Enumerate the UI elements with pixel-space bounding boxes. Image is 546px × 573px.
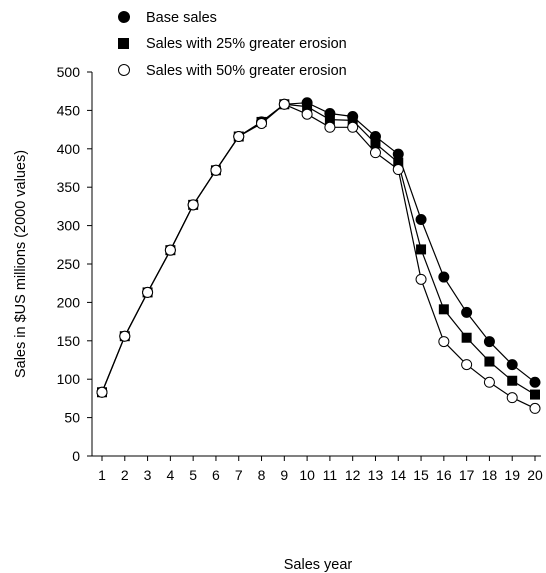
data-point-base-sales [415, 213, 427, 225]
x-tick-label: 16 [436, 467, 452, 483]
data-point-50pct-erosion [96, 386, 108, 398]
data-point-25pct-erosion [302, 101, 313, 112]
data-point-25pct-erosion [530, 389, 540, 400]
x-tick-label: 10 [299, 467, 315, 483]
data-point-25pct-erosion [416, 244, 427, 255]
data-point-25pct-erosion [347, 115, 358, 126]
x-tick-label: 20 [527, 467, 543, 483]
data-point-50pct-erosion [392, 164, 404, 176]
legend-marker-25pct-erosion [118, 38, 129, 49]
data-point-50pct-erosion [506, 392, 518, 404]
x-axis: 1 2 3 4 5 6 7 8 9 10 11 12 13 14 15 16 17 18 19 20 Sales ye… [92, 455, 543, 573]
data-point-25pct-erosion [324, 114, 335, 125]
y-axis: 0 50 100 150 200 250 300 350 400 450 500 Sales in … [13, 64, 93, 464]
data-point-50pct-erosion [347, 121, 359, 133]
data-point-50pct-erosion [210, 164, 222, 176]
y-tick-label: 100 [57, 371, 81, 387]
x-tick-label: 18 [482, 467, 498, 483]
x-tick-label: 6 [212, 467, 220, 483]
data-point-25pct-erosion [438, 304, 449, 315]
y-tick-label: 200 [57, 294, 81, 310]
x-tick-label: 5 [189, 467, 197, 483]
data-point-50pct-erosion [187, 199, 199, 211]
data-point-50pct-erosion [438, 336, 450, 348]
data-point-50pct-erosion [369, 147, 381, 159]
x-tick-label: 7 [235, 467, 243, 483]
x-tick-label: 4 [166, 467, 174, 483]
y-axis-ticks: 0 50 100 150 200 250 300 350 400 450 500 [57, 64, 92, 464]
x-tick-label: 11 [323, 467, 338, 483]
data-point-50pct-erosion [483, 376, 495, 388]
x-tick-label: 17 [459, 467, 475, 483]
data-point-50pct-erosion [461, 359, 473, 371]
x-tick-label: 9 [280, 467, 288, 483]
y-axis-title: Sales in $US millions (2000 values) [13, 150, 29, 378]
data-point-50pct-erosion [233, 131, 245, 143]
data-point-25pct-erosion [484, 356, 495, 367]
plot-area [96, 97, 541, 414]
data-point-50pct-erosion [164, 244, 176, 256]
y-tick-label: 250 [57, 256, 81, 272]
legend-marker-50pct-erosion [118, 64, 130, 76]
x-tick-label: 12 [345, 467, 361, 483]
x-tick-label: 3 [144, 467, 152, 483]
data-point-50pct-erosion [529, 402, 541, 414]
legend-marker-base-sales [118, 11, 130, 23]
legend-label-25pct-erosion: Sales with 25% greater erosion [146, 36, 347, 52]
y-tick-label: 350 [57, 179, 81, 195]
data-point-base-sales [529, 376, 541, 388]
y-tick-label: 500 [57, 64, 81, 80]
x-tick-label: 2 [121, 467, 129, 483]
x-tick-label: 13 [368, 467, 384, 483]
data-point-25pct-erosion [393, 157, 404, 168]
x-axis-title: Sales year [284, 557, 353, 573]
data-point-base-sales [483, 336, 495, 348]
y-tick-label: 400 [57, 141, 81, 157]
data-point-25pct-erosion [370, 138, 381, 149]
legend: Base sales Sales with 25% greater erosio… [118, 10, 347, 79]
x-tick-label: 8 [258, 467, 266, 483]
y-tick-label: 150 [57, 333, 81, 349]
data-point-50pct-erosion [256, 117, 268, 129]
legend-label-50pct-erosion: Sales with 50% greater erosion [146, 63, 347, 79]
data-point-base-sales [461, 306, 473, 318]
data-point-50pct-erosion [415, 273, 427, 285]
data-point-25pct-erosion [507, 375, 518, 386]
y-tick-label: 0 [72, 448, 80, 464]
legend-label-base-sales: Base sales [146, 10, 217, 26]
x-tick-label: 19 [504, 467, 520, 483]
x-tick-label: 14 [390, 467, 406, 483]
data-point-50pct-erosion [301, 108, 313, 120]
x-tick-label: 1 [98, 467, 106, 483]
data-point-50pct-erosion [119, 330, 131, 342]
data-point-base-sales [506, 359, 518, 371]
x-tick-label: 15 [413, 467, 429, 483]
data-point-50pct-erosion [142, 286, 154, 298]
y-tick-label: 450 [57, 102, 81, 118]
x-axis-ticks: 1 2 3 4 5 6 7 8 9 10 11 12 13 14 15 16 17 18 19 20 [98, 456, 543, 483]
data-point-50pct-erosion [324, 121, 336, 133]
data-point-50pct-erosion [278, 98, 290, 110]
y-tick-label: 300 [57, 218, 81, 234]
y-tick-label: 50 [64, 410, 80, 426]
data-point-base-sales [438, 271, 450, 283]
data-point-25pct-erosion [461, 332, 472, 343]
